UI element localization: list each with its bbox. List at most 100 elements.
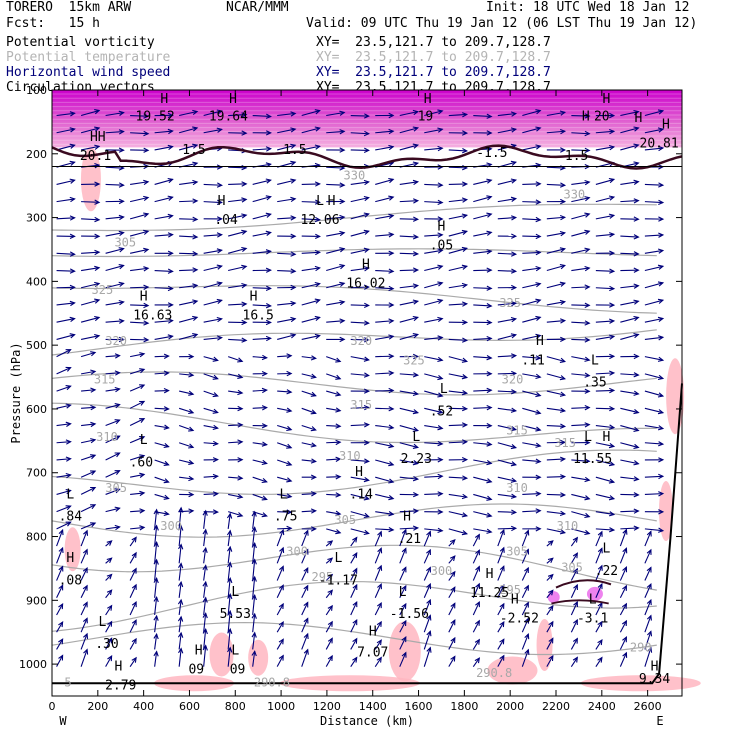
wind-vector-head [363, 512, 370, 519]
wind-vector-head [510, 461, 518, 467]
wind-vector-head [646, 548, 652, 555]
wind-vector [179, 510, 194, 513]
wind-vector-head [475, 600, 480, 608]
wind-vector [80, 110, 100, 117]
extremum-marker: H [66, 551, 74, 566]
wind-vector-head [94, 233, 101, 239]
wind-vector [80, 145, 100, 151]
x-tick-label: 2200 [542, 700, 570, 713]
wind-vector [326, 320, 345, 323]
extremum-marker: H [195, 644, 203, 659]
x-tick-label: 200 [87, 700, 108, 713]
wind-vector [227, 578, 231, 598]
wind-vector [350, 373, 369, 377]
wind-vector [178, 563, 182, 581]
wind-vector-head [265, 195, 272, 201]
wind-vector [375, 269, 394, 272]
wind-vector-head [657, 127, 665, 133]
wind-vector [105, 435, 120, 444]
wind-vector-head [388, 195, 395, 201]
extremum-marker: L [66, 487, 74, 502]
wind-vector-head [251, 510, 257, 517]
wind-vector-head [339, 299, 346, 306]
wind-vector-head [286, 407, 293, 413]
wind-vector [423, 615, 431, 633]
wind-vector [374, 621, 382, 633]
wind-vector [301, 356, 316, 359]
wind-vector [228, 441, 243, 444]
wind-vector-head [633, 525, 640, 531]
wind-vector [350, 601, 358, 616]
wind-vector-head [461, 130, 469, 136]
wind-vector [595, 459, 615, 466]
wind-vector-head [510, 111, 518, 117]
wind-vector [473, 476, 492, 483]
wind-vector-head [94, 216, 101, 223]
wind-vector-head [69, 251, 76, 257]
wind-vector [399, 144, 418, 151]
wind-vector-head [118, 129, 125, 135]
wind-vector [448, 265, 467, 272]
wind-vector-head [401, 547, 407, 554]
wind-vector-head [622, 528, 628, 535]
wind-vector-head [621, 602, 628, 609]
wind-vector [203, 475, 218, 478]
wind-vector-head [584, 130, 591, 137]
wind-vector [105, 216, 124, 220]
wind-vector [521, 567, 529, 581]
wind-vector [179, 390, 194, 395]
wind-vector-head [202, 627, 208, 635]
y-tick-label: 800 [26, 531, 47, 544]
wind-vector-head [69, 143, 76, 149]
extremum-marker: H [651, 659, 659, 674]
wind-vector-head [535, 233, 542, 240]
wind-vector-head [352, 567, 358, 574]
wind-vector-head [335, 456, 342, 462]
wind-vector [203, 183, 222, 186]
wind-vector-head [339, 214, 346, 221]
wind-vector-head [437, 216, 444, 222]
wind-vector [399, 425, 418, 432]
field-pv-name: Potential vorticity [6, 35, 155, 50]
wind-vector [105, 265, 124, 272]
wind-vector-head [376, 639, 382, 646]
wind-vector-head [584, 337, 591, 343]
wind-vector-head [633, 508, 640, 514]
wind-vector-head [286, 477, 293, 483]
wind-vector-head [524, 529, 530, 536]
wind-vector-head [657, 248, 665, 254]
wind-vector-head [143, 229, 150, 235]
wind-vector [277, 179, 296, 185]
wind-vector [497, 639, 505, 650]
wind-vector [522, 110, 541, 117]
wind-vector-head [303, 648, 309, 655]
wind-vector [301, 407, 316, 414]
extremum-value: .52 [430, 404, 453, 419]
wind-vector-head [510, 268, 518, 274]
wind-vector-head [597, 547, 603, 554]
wind-vector [105, 574, 112, 581]
theta-contour-label: 325 [403, 353, 425, 367]
wind-vector [179, 333, 198, 340]
x-tick-label: 1400 [359, 700, 387, 713]
wind-vector [546, 166, 565, 169]
wind-vector-head [216, 316, 223, 323]
wind-vector-head [597, 564, 603, 571]
wind-vector-head [633, 109, 640, 116]
wind-vector [130, 248, 149, 254]
wind-vector-head [363, 495, 370, 501]
wind-vector-head [461, 530, 469, 536]
wind-vector-head [584, 284, 591, 290]
wind-vector-head [314, 199, 321, 205]
wind-vector [571, 286, 590, 289]
wind-vector-head [251, 541, 257, 549]
wind-vector [154, 320, 173, 323]
wind-vector [326, 356, 341, 363]
wind-vector [301, 283, 320, 289]
wind-vector [522, 459, 541, 463]
wind-vector-head [486, 355, 493, 361]
wind-vector-head [114, 370, 121, 376]
wind-vector-head [646, 614, 652, 621]
wind-vector-head [608, 370, 616, 376]
wind-vector [80, 370, 96, 375]
